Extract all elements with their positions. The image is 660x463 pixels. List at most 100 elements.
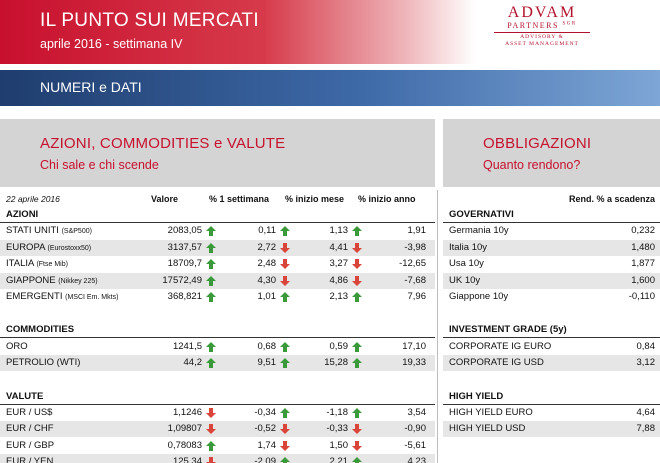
right-panel-header: OBBLIGAZIONI Quanto rendono? xyxy=(443,119,660,187)
row-name-cell: ITALIA (Ftse Mib) xyxy=(6,256,68,272)
row-value: 0,78083 xyxy=(167,439,202,451)
arrow-down-icon xyxy=(352,275,362,286)
logo-tagline-2: ASSET MANAGEMENT xyxy=(505,41,579,47)
row-name: Giappone 10y xyxy=(449,291,509,302)
row-value: 3,12 xyxy=(636,357,656,369)
arrow-up-icon xyxy=(352,341,362,352)
table-row: HIGH YIELD USD 7,88 xyxy=(443,421,660,438)
table-row: Giappone 10y -0,110 xyxy=(443,289,660,305)
logo-partners: PARTNERS xyxy=(507,21,559,30)
row-value: 125,34 xyxy=(172,456,202,463)
row-week: 2,48 xyxy=(257,258,277,270)
row-name-cell: GIAPPONE (Nikkey 225) xyxy=(6,273,98,289)
section-header: HIGH YIELD xyxy=(443,389,660,405)
row-note: (Eurostoxx50) xyxy=(47,244,92,252)
section-header: VALUTE xyxy=(0,389,435,405)
row-name-cell: EUROPA (Eurostoxx50) xyxy=(6,240,91,256)
row-name: EUR / YEN xyxy=(6,456,54,463)
table-row: EUROPA (Eurostoxx50) 3137,57 2,72 4,41 -3,98 xyxy=(0,239,435,256)
row-name: CORPORATE IG EURO xyxy=(449,340,552,352)
arrow-up-icon xyxy=(280,226,290,237)
table-row: EUR / US$ 1,1246 -0,34 -1,18 3,54 xyxy=(0,405,435,421)
left-column-header: 22 aprile 2016 Valore % 1 settimana % in… xyxy=(0,191,435,207)
table-row: CORPORATE IG EURO 0,84 xyxy=(443,339,660,355)
report-header: IL PUNTO SUI MERCATI aprile 2016 - setti… xyxy=(0,0,660,64)
row-value: 0,232 xyxy=(631,225,655,237)
col-year: % inizio anno xyxy=(358,194,416,204)
row-month: 2,13 xyxy=(329,291,349,302)
row-week: 1,01 xyxy=(257,291,277,302)
row-note: (MSCI Em. Mkts) xyxy=(65,294,119,301)
report-subtitle: aprile 2016 - settimana IV xyxy=(40,37,183,51)
row-value: 3137,57 xyxy=(167,241,202,253)
row-year: -12,65 xyxy=(399,258,426,270)
logo-sgr: SGR xyxy=(562,21,577,27)
row-month: 3,27 xyxy=(329,258,349,270)
arrow-down-icon xyxy=(352,440,362,451)
arrow-up-icon xyxy=(206,275,216,286)
col-valore: Valore xyxy=(151,194,179,204)
row-year: -5,61 xyxy=(404,439,426,451)
arrow-up-icon xyxy=(280,457,290,463)
row-name-cell: STATI UNITI (S&P500) xyxy=(6,223,92,239)
arrow-down-icon xyxy=(206,457,216,463)
row-year: 17,10 xyxy=(402,340,426,352)
table-row: Italia 10y 1,480 xyxy=(443,239,660,256)
row-value: 18709,7 xyxy=(167,258,202,270)
row-year: 4,23 xyxy=(407,456,427,463)
panel-divider xyxy=(437,190,438,463)
section-header: AZIONI xyxy=(0,207,435,223)
row-name: ORO xyxy=(6,340,28,352)
row-month: 2,21 xyxy=(329,456,349,463)
row-name-cell: EUR / YEN xyxy=(6,454,53,463)
row-value: -0,110 xyxy=(628,291,655,302)
report-title: IL PUNTO SUI MERCATI xyxy=(40,10,259,31)
row-name: STATI UNITI xyxy=(6,225,59,237)
right-panel-title: OBBLIGAZIONI xyxy=(483,135,592,152)
table-row: UK 10y 1,600 xyxy=(443,272,660,289)
row-week: -2,09 xyxy=(254,456,276,463)
section-header: INVESTMENT GRADE (5y) xyxy=(443,322,660,339)
row-value: 1,600 xyxy=(631,274,655,286)
row-value: 368,821 xyxy=(167,291,202,302)
row-name-cell: PETROLIO (WTI) xyxy=(6,355,80,371)
arrow-up-icon xyxy=(206,358,216,369)
arrow-up-icon xyxy=(206,341,216,352)
section-header: GOVERNATIVI xyxy=(443,207,660,223)
logo-tagline-1: ADVISORY & xyxy=(520,34,564,40)
row-name: HIGH YIELD USD xyxy=(449,423,526,435)
row-value: 1,480 xyxy=(631,241,655,253)
row-name: EUR / GBP xyxy=(6,439,55,451)
arrow-up-icon xyxy=(206,259,216,270)
arrow-up-icon xyxy=(280,358,290,369)
advam-logo: ADVAM PARTNERS SGR ADVISORY & ASSET MANA… xyxy=(462,4,622,60)
arrow-down-icon xyxy=(352,424,362,435)
left-panel-subtitle: Chi sale e chi scende xyxy=(40,158,159,172)
row-month: 1,50 xyxy=(329,439,349,451)
arrow-up-icon xyxy=(352,408,362,418)
row-month: 4,41 xyxy=(329,241,349,253)
row-name: ITALIA xyxy=(6,258,34,270)
logo-tagline: ADVISORY & ASSET MANAGEMENT xyxy=(462,34,622,48)
table-row: CORPORATE IG USD 3,12 xyxy=(443,355,660,372)
row-year: 3,54 xyxy=(407,407,427,418)
row-week: 2,72 xyxy=(257,241,277,253)
row-name-cell: EUR / US$ xyxy=(6,405,52,421)
logo-sub-text: PARTNERS SGR xyxy=(462,21,622,30)
arrow-down-icon xyxy=(352,259,362,270)
row-note: (Ftse Mib) xyxy=(36,261,68,269)
row-name-cell: EUR / GBP xyxy=(6,438,54,454)
arrow-down-icon xyxy=(280,440,290,451)
row-note: (S&P500) xyxy=(61,228,92,236)
row-month: 1,13 xyxy=(329,225,349,237)
banner-title: NUMERI e DATI xyxy=(40,79,142,95)
arrow-down-icon xyxy=(280,275,290,286)
arrow-down-icon xyxy=(206,408,216,418)
arrow-down-icon xyxy=(280,424,290,435)
arrow-up-icon xyxy=(352,226,362,237)
table-row: STATI UNITI (S&P500) 2083,05 0,11 1,13 1,91 xyxy=(0,223,435,239)
row-year: 1,91 xyxy=(407,225,427,237)
row-value: 1,1246 xyxy=(172,407,202,418)
row-name: EMERGENTI xyxy=(6,291,63,302)
row-name: Italia 10y xyxy=(449,241,488,253)
